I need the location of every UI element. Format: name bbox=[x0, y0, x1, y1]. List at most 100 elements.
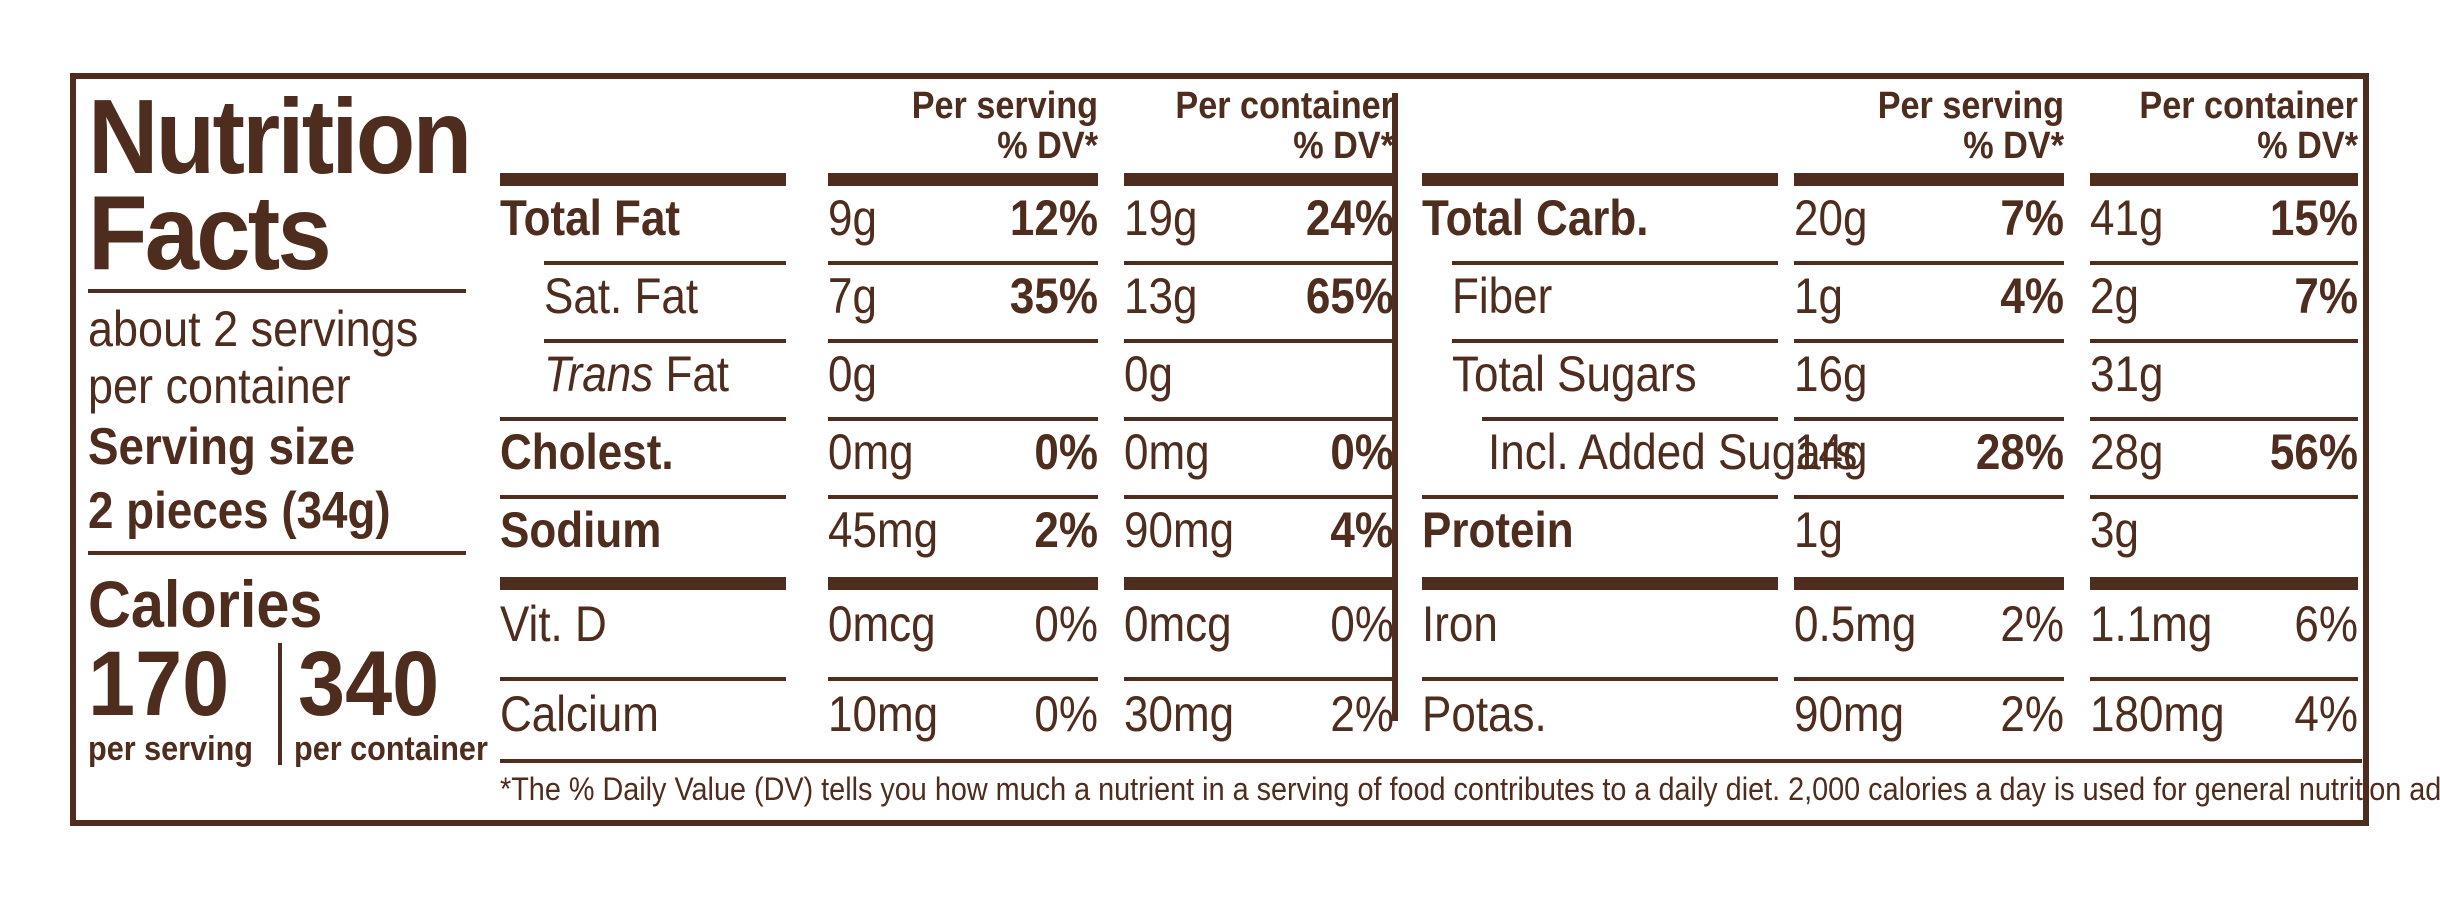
right-header-bar bbox=[1794, 173, 2064, 186]
left-row-5-container-dv: 0% bbox=[1330, 596, 1394, 652]
left-row-4-container-amount: 90mg bbox=[1124, 502, 1235, 558]
right-row-1-serving-amount: 1g bbox=[1794, 268, 1843, 324]
left-row-0-rule bbox=[1124, 261, 1394, 265]
right-row-3-serving-amount: 14g bbox=[1794, 424, 1868, 480]
right-row-0-rule bbox=[1794, 261, 2064, 265]
left-row-5-name: Vit. D bbox=[500, 596, 607, 652]
left-row-4-serving-amount: 45mg bbox=[828, 502, 939, 558]
center-divider bbox=[1392, 93, 1398, 721]
serving-size-value: 2 pieces (34g) bbox=[88, 482, 391, 540]
right-row-3-serving-dv: 28% bbox=[1975, 424, 2064, 480]
left-per_serving-header-line2: % DV* bbox=[997, 125, 1098, 167]
right-row-1-serving-dv: 4% bbox=[2000, 268, 2064, 324]
left-row-0-serving-amount: 9g bbox=[828, 190, 877, 246]
left-row-0-serving-dv: 12% bbox=[1009, 190, 1098, 246]
left-row-5-serving-amount: 0mcg bbox=[828, 596, 936, 652]
right-row-2-rule bbox=[1482, 417, 1778, 421]
left-row-6-serving-dv: 0% bbox=[1034, 685, 1098, 742]
right-row-3-rule bbox=[1422, 495, 1778, 499]
left-row-5-serving-dv: 0% bbox=[1034, 596, 1098, 652]
left-row-1-rule bbox=[544, 339, 786, 343]
left-row-4-serving-dv: 2% bbox=[1034, 502, 1098, 558]
right-row-5-container-dv: 6% bbox=[2294, 596, 2358, 652]
right-row-1-container-amount: 2g bbox=[2090, 268, 2139, 324]
serving-size-label: Serving size bbox=[88, 418, 356, 476]
left-mid-bar bbox=[828, 577, 1098, 590]
right-row-3-name: Incl. Added Sugars bbox=[1488, 424, 1858, 480]
right-row-4-name: Protein bbox=[1422, 502, 1574, 558]
left-row-1-container-amount: 13g bbox=[1124, 268, 1198, 324]
left-row-2-name: Trans Fat bbox=[544, 345, 729, 403]
left-row-5-rule bbox=[1124, 676, 1394, 681]
left-header-bar bbox=[1124, 173, 1394, 186]
right-mid-bar bbox=[2090, 577, 2358, 590]
left-row-1-container-dv: 65% bbox=[1305, 268, 1394, 324]
right-row-6-name: Potas. bbox=[1422, 685, 1547, 742]
right-row-6-container-dv: 4% bbox=[2294, 685, 2358, 742]
left-row-1-rule bbox=[1124, 339, 1394, 343]
left-row-2-container-amount: 0g bbox=[1124, 346, 1173, 402]
left-row-6-container-dv: 2% bbox=[1330, 685, 1394, 742]
left-row-1-serving-amount: 7g bbox=[828, 268, 877, 324]
title-nutrition: Nutrition bbox=[88, 78, 472, 196]
right-row-3-rule bbox=[2090, 495, 2358, 499]
right-header-bar bbox=[2090, 173, 2358, 186]
right-row-0-serving-amount: 20g bbox=[1794, 190, 1868, 246]
left-header-bar bbox=[828, 173, 1098, 186]
left-row-6-container-amount: 30mg bbox=[1124, 685, 1235, 742]
right-row-5-serving-amount: 0.5mg bbox=[1794, 596, 1917, 652]
label-summary: Nutrition Facts about 2 servings per con… bbox=[88, 78, 488, 769]
left-row-3-rule bbox=[500, 495, 786, 499]
left-row-0-container-amount: 19g bbox=[1124, 190, 1198, 246]
per-serving-caption: per serving bbox=[88, 730, 253, 768]
right-row-5-rule bbox=[1794, 676, 2064, 681]
left-mid-bar bbox=[1124, 577, 1394, 590]
right-row-2-container-amount: 31g bbox=[2090, 346, 2164, 402]
servings-line2: per container bbox=[88, 358, 351, 414]
left-per_container-header-line1: Per container bbox=[1175, 85, 1394, 127]
right-header-bar bbox=[1422, 173, 1778, 186]
right-per_serving-header-line1: Per serving bbox=[1877, 85, 2064, 127]
left-row-2-rule bbox=[1124, 417, 1394, 421]
right-row-1-rule bbox=[1452, 339, 1778, 343]
left-row-3-container-amount: 0mg bbox=[1124, 424, 1210, 480]
right-mid-bar bbox=[1794, 577, 2064, 590]
right-row-4-container-amount: 3g bbox=[2090, 502, 2139, 558]
left-row-3-rule bbox=[828, 495, 1098, 499]
right-row-2-serving-amount: 16g bbox=[1794, 346, 1868, 402]
left-row-6-serving-amount: 10mg bbox=[828, 685, 939, 742]
right-row-1-container-dv: 7% bbox=[2294, 268, 2358, 324]
right-row-6-serving-dv: 2% bbox=[2000, 685, 2064, 742]
right-row-0-name: Total Carb. bbox=[1422, 190, 1649, 246]
right-row-5-rule bbox=[2090, 676, 2358, 681]
divider bbox=[88, 551, 466, 555]
right-row-2-rule bbox=[1794, 417, 2064, 421]
right-row-0-serving-dv: 7% bbox=[2000, 190, 2064, 246]
left-row-3-serving-dv: 0% bbox=[1034, 424, 1098, 480]
calories-per-serving: 170 bbox=[88, 633, 230, 735]
title-facts: Facts bbox=[88, 174, 332, 292]
left-row-0-name: Total Fat bbox=[500, 190, 681, 246]
right-row-0-container-amount: 41g bbox=[2090, 190, 2164, 246]
left-row-0-rule bbox=[544, 261, 786, 265]
left-row-0-container-dv: 24% bbox=[1305, 190, 1394, 246]
right-row-0-container-dv: 15% bbox=[2269, 190, 2358, 246]
left-row-1-rule bbox=[828, 339, 1098, 343]
servings-line1: about 2 servings bbox=[88, 301, 419, 357]
right-per_container-header-line1: Per container bbox=[2139, 85, 2358, 127]
footnote: *The % Daily Value (DV) tells you how mu… bbox=[500, 771, 2440, 807]
left-row-3-serving-amount: 0mg bbox=[828, 424, 914, 480]
left-row-3-rule bbox=[1124, 495, 1394, 499]
left-header-bar bbox=[500, 173, 786, 186]
right-row-0-rule bbox=[2090, 261, 2358, 265]
right-row-5-rule bbox=[1422, 676, 1778, 681]
footnote-divider bbox=[500, 759, 2362, 763]
left-row-5-rule bbox=[828, 676, 1098, 681]
trans-rest: Fat bbox=[653, 346, 730, 402]
left-row-3-container-dv: 0% bbox=[1330, 424, 1394, 480]
right-row-3-container-dv: 56% bbox=[2269, 424, 2358, 480]
right-row-3-rule bbox=[1794, 495, 2064, 499]
right-row-3-container-amount: 28g bbox=[2090, 424, 2164, 480]
left-row-3-name: Cholest. bbox=[500, 424, 674, 480]
left-row-2-serving-amount: 0g bbox=[828, 346, 877, 402]
